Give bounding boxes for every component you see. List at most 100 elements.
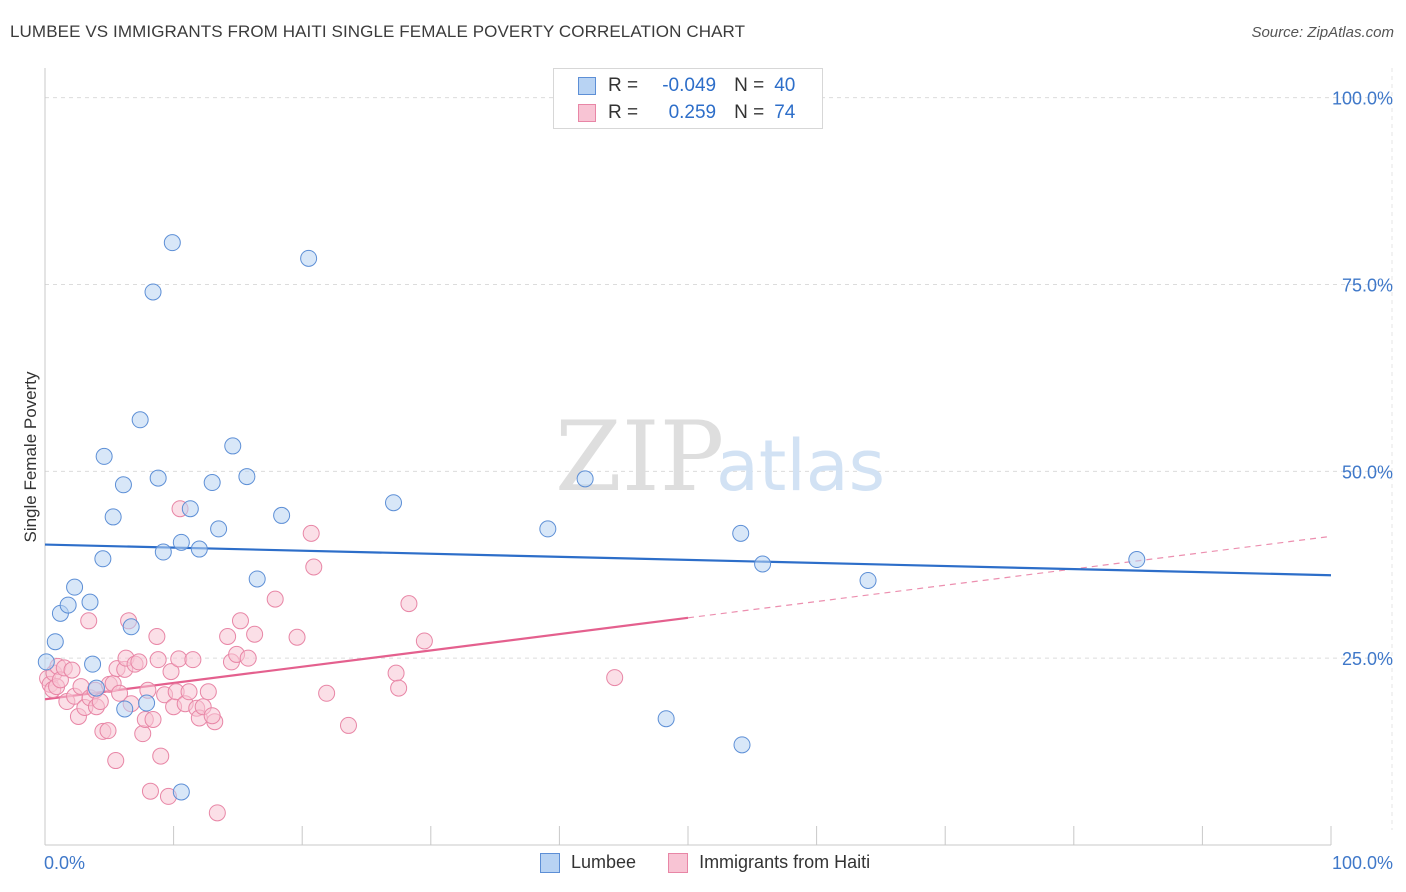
x-tick-label: 0.0%	[44, 853, 85, 873]
haiti-point	[148, 627, 166, 645]
axes	[44, 68, 1393, 846]
n-value: 74	[774, 102, 796, 123]
lumbee-point	[172, 533, 190, 551]
lumbee-point	[114, 476, 132, 494]
lumbee-point	[81, 593, 99, 611]
lumbee-point	[87, 679, 105, 697]
lumbee-point	[66, 578, 84, 596]
legend-label-haiti: Immigrants from Haiti	[699, 852, 871, 872]
haiti-point	[288, 628, 306, 646]
lumbee-point	[859, 571, 877, 589]
lumbee-point	[154, 543, 172, 561]
lumbee-point	[657, 710, 675, 728]
lumbee-point	[138, 694, 156, 712]
grid-lines	[45, 97, 1392, 659]
lumbee-point	[95, 447, 113, 465]
n-label: N =	[734, 75, 765, 96]
lumbee-point	[104, 508, 122, 526]
y-axis-title: Single Female Poverty	[21, 371, 40, 543]
r-label: R =	[608, 102, 639, 123]
haiti-point	[152, 747, 170, 765]
n-label: N =	[734, 102, 765, 123]
lumbee-point	[46, 633, 64, 651]
stats-legend: R = -0.049 N = 40 R = 0.259 N = 74	[553, 68, 823, 129]
haiti-point	[208, 804, 226, 822]
lumbee-point	[224, 437, 242, 455]
haiti-point	[266, 590, 284, 608]
legend-item-haiti[interactable]: Immigrants from Haiti	[668, 852, 870, 873]
watermark-atlas: atlas	[716, 425, 885, 507]
haiti-point	[400, 595, 418, 613]
lumbee-point	[84, 655, 102, 673]
lumbee-point	[732, 524, 750, 542]
source-label: Source: ZipAtlas.com	[1251, 24, 1394, 41]
legend-row-lumbee: R = -0.049 N = 40	[578, 74, 795, 98]
haiti-point	[170, 650, 188, 668]
y-tick-label: 100.0%	[1332, 89, 1393, 109]
haiti-point	[134, 725, 152, 743]
y-tick-label: 50.0%	[1342, 462, 1393, 482]
lumbee-point	[149, 469, 167, 487]
haiti-point	[239, 649, 257, 667]
haiti-point	[141, 782, 159, 800]
lumbee-point	[273, 506, 291, 524]
haiti-point	[231, 612, 249, 630]
lumbee-point	[172, 783, 190, 801]
haiti-point	[63, 661, 81, 679]
haiti-point	[390, 679, 408, 697]
haiti-point	[302, 524, 320, 542]
watermark: ZIP atlas	[555, 401, 885, 513]
lumbee-swatch	[578, 77, 596, 95]
legend-label-lumbee: Lumbee	[571, 852, 637, 872]
haiti-point	[149, 651, 167, 669]
lumbee-point	[203, 474, 221, 492]
lumbee-point	[190, 540, 208, 558]
haiti-point	[246, 625, 264, 643]
haiti-swatch	[578, 104, 596, 122]
watermark-zip: ZIP	[555, 401, 724, 513]
lumbee-point	[300, 249, 318, 267]
chart-title: LUMBEE VS IMMIGRANTS FROM HAITI SINGLE F…	[10, 22, 746, 41]
r-label: R =	[608, 75, 639, 96]
haiti-point	[80, 612, 98, 630]
lumbee-point	[131, 411, 149, 429]
haiti-point	[107, 752, 125, 770]
haiti-point	[199, 683, 217, 701]
haiti-point	[111, 684, 129, 702]
haiti-point	[339, 716, 357, 734]
lumbee-point	[210, 520, 228, 538]
legend-item-lumbee[interactable]: Lumbee	[540, 852, 636, 873]
haiti-point	[415, 632, 433, 650]
lumbee-point	[181, 500, 199, 518]
series-legend: Lumbee Immigrants from Haiti	[540, 852, 902, 873]
lumbee-point	[385, 494, 403, 512]
lumbee-trend-line	[44, 543, 1332, 577]
lumbee-point	[248, 570, 266, 588]
y-tick-label: 75.0%	[1342, 276, 1393, 296]
haiti-point	[219, 627, 237, 645]
n-value: 40	[774, 75, 796, 96]
haiti-point	[180, 683, 198, 701]
haiti-point	[606, 669, 624, 687]
lumbee-point	[144, 283, 162, 301]
lumbee-point	[576, 470, 594, 488]
lumbee-points	[37, 234, 1146, 801]
haiti-point	[130, 653, 148, 671]
y-tick-label: 25.0%	[1342, 649, 1393, 669]
haiti-point	[99, 722, 117, 740]
lumbee-point	[59, 596, 77, 614]
haiti-point	[387, 664, 405, 682]
lumbee-point	[733, 736, 751, 754]
lumbee-point	[122, 618, 140, 636]
legend-row-haiti: R = 0.259 N = 74	[578, 101, 795, 125]
haiti-trend-extension	[687, 535, 1332, 619]
haiti-point	[318, 684, 336, 702]
haiti-legend-swatch	[668, 852, 689, 873]
haiti-point	[305, 558, 323, 576]
lumbee-legend-swatch	[540, 852, 560, 873]
lumbee-point	[116, 700, 134, 718]
lumbee-point	[539, 520, 557, 538]
lumbee-point	[37, 653, 55, 671]
x-tick-label: 100.0%	[1332, 853, 1393, 873]
